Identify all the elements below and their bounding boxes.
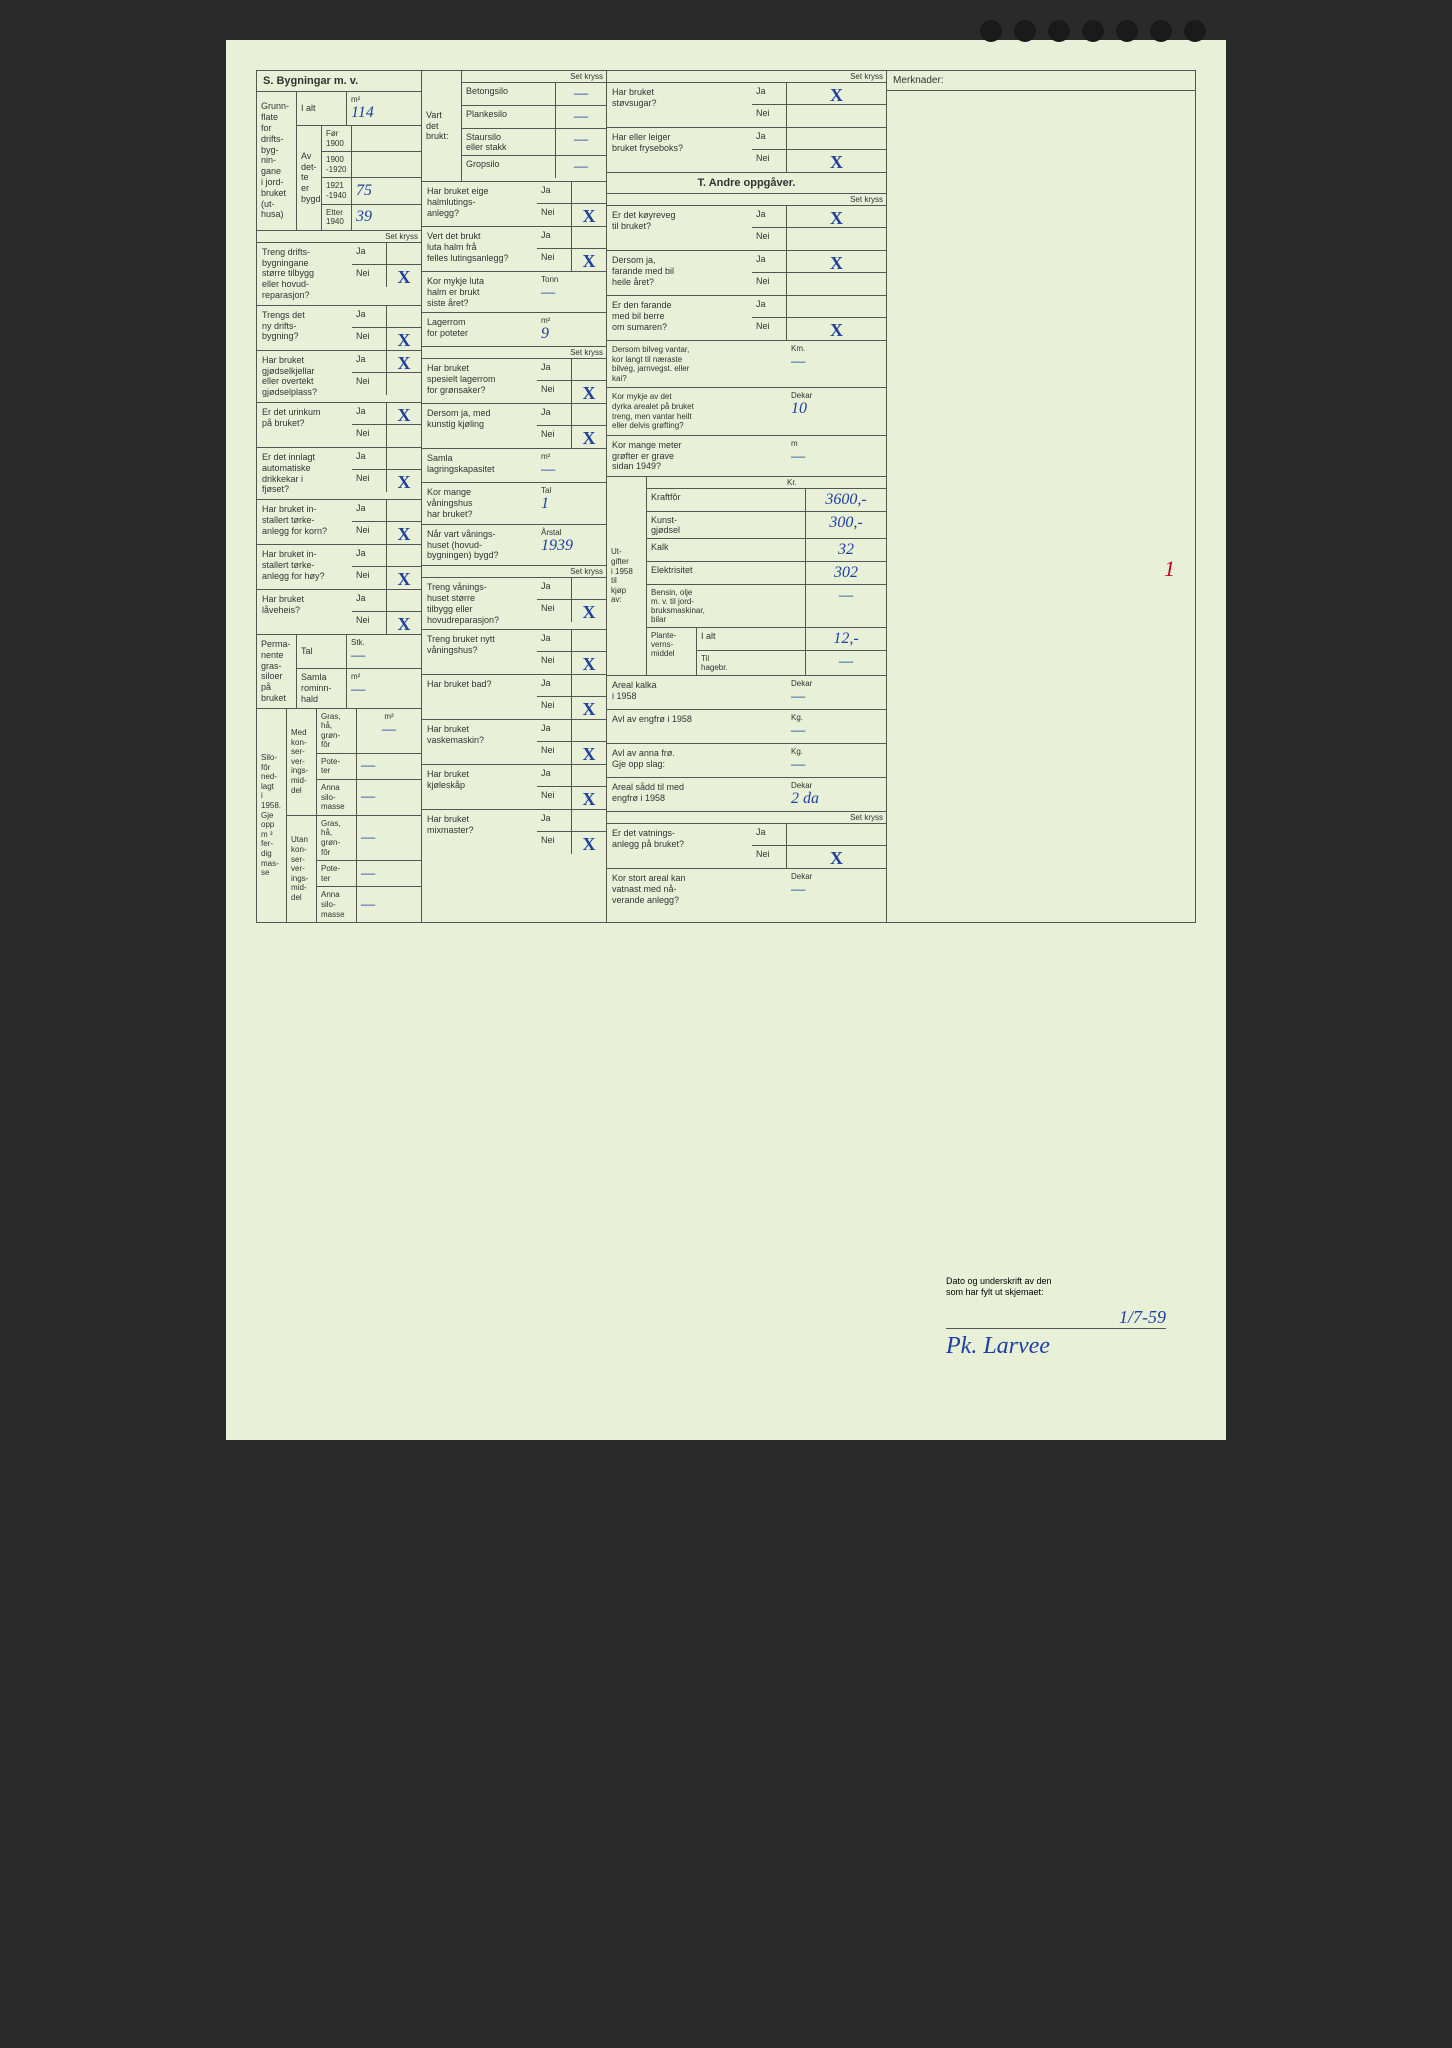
signature-label: Dato og underskrift av den som har fylt … [946,1276,1166,1299]
red-mark: 1 [1164,556,1175,582]
signature-name: Pk. Larvee [946,1328,1166,1360]
census-form: S. Bygningar m. v. Grunn- flate for drif… [256,70,1196,923]
column-2: Vart det brukt: Set kryss Betongsilo— Pl… [422,71,607,922]
merknader-column: Merknader: 1 [887,71,1195,922]
section-s-header: S. Bygningar m. v. [257,71,421,92]
merknader-label: Merknader: [887,71,1195,91]
signature-date: 1/7-59 [946,1307,1166,1328]
avdette-label: Av det- te er bygd [297,126,322,230]
grunnflate-label: Grunn- flate for drifts- byg- nin- gane … [257,92,297,230]
column-3-4: Set kryss Har bruket støvsugar?JaXNei Ha… [607,71,887,922]
m2-unit: m² [351,95,360,104]
signature-area: Dato og underskrift av den som har fylt … [946,1276,1166,1360]
column-1: S. Bygningar m. v. Grunn- flate for drif… [257,71,422,922]
punch-holes [980,20,1206,42]
ialt-value: 114 [351,104,374,122]
ialt-label: I alt [297,92,347,125]
section-t-header: T. Andre oppgåver. [607,173,886,194]
form-page: S. Bygningar m. v. Grunn- flate for drif… [226,40,1226,1440]
